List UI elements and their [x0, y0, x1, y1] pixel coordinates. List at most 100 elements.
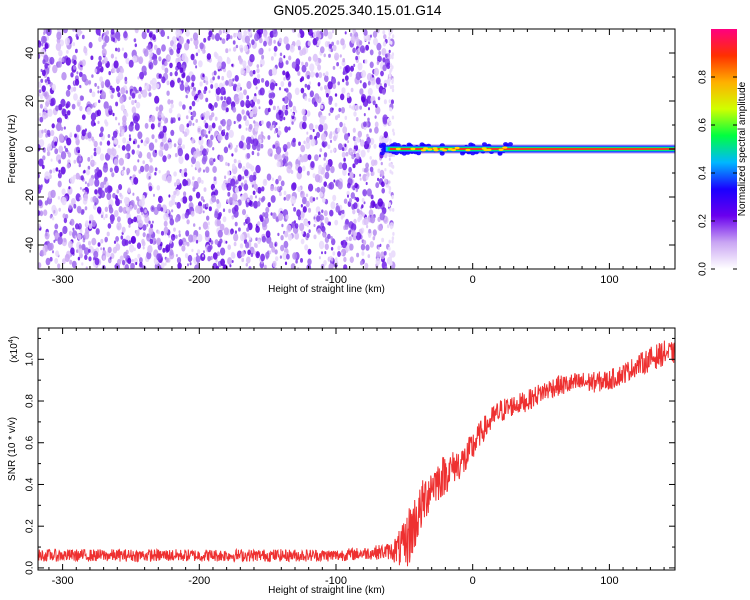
noise-blob: [269, 125, 273, 131]
noise-blob: [307, 207, 312, 213]
noise-blob: [355, 117, 359, 122]
noise-blob: [192, 122, 195, 126]
noise-blob: [166, 209, 170, 214]
noise-blob: [333, 179, 336, 183]
noise-blob: [272, 92, 276, 98]
noise-blob: [121, 259, 126, 266]
noise-blob: [300, 156, 305, 163]
noise-blob: [173, 171, 177, 177]
noise-blob: [202, 254, 204, 258]
noise-blob: [284, 231, 289, 238]
noise-blob: [306, 223, 310, 228]
noise-blob: [265, 230, 271, 238]
noise-blob: [313, 223, 316, 228]
noise-blob: [379, 169, 385, 177]
noise-blob: [260, 131, 264, 136]
noise-blob: [383, 266, 388, 269]
noise-blob: [155, 29, 159, 33]
noise-blob: [277, 232, 280, 237]
noise-blob: [366, 188, 372, 197]
noise-blob: [352, 163, 356, 169]
noise-blob: [68, 230, 73, 236]
noise-blob: [169, 48, 174, 56]
noise-blob: [151, 77, 157, 86]
noise-fringe-blob: [389, 169, 392, 174]
noise-blob: [341, 209, 345, 215]
noise-blob: [220, 247, 226, 256]
noise-blob: [139, 261, 143, 268]
noise-blob: [95, 146, 102, 155]
noise-blob: [240, 182, 244, 187]
noise-blob: [232, 40, 236, 45]
noise-blob: [137, 253, 141, 259]
noise-blob: [116, 154, 119, 159]
noise-blob: [222, 216, 227, 223]
noise-blob: [122, 166, 126, 171]
noise-blob: [339, 54, 342, 58]
noise-blob: [193, 59, 197, 66]
noise-blob: [236, 113, 242, 122]
noise-blob: [308, 183, 314, 192]
noise-blob: [226, 182, 232, 191]
noise-blob: [240, 135, 245, 141]
noise-blob: [58, 159, 61, 164]
noise-blob: [342, 78, 345, 83]
noise-blob: [383, 99, 387, 105]
noise-blob: [55, 105, 59, 112]
noise-blob: [286, 165, 292, 174]
noise-blob: [190, 37, 193, 42]
noise-blob: [279, 255, 282, 259]
noise-blob: [210, 84, 214, 89]
noise-blob: [97, 85, 100, 90]
noise-blob: [257, 78, 260, 84]
noise-blob: [347, 172, 350, 176]
noise-blob: [58, 49, 63, 57]
noise-blob: [118, 144, 121, 149]
noise-blob: [115, 236, 119, 242]
noise-blob: [69, 132, 73, 136]
noise-blob: [349, 198, 352, 203]
noise-blob: [167, 35, 170, 40]
noise-blob: [175, 254, 178, 257]
noise-blob: [299, 78, 303, 83]
noise-blob: [212, 252, 218, 260]
noise-blob: [329, 209, 334, 217]
noise-blob: [128, 123, 134, 132]
noise-blob: [324, 243, 329, 250]
noise-blob: [141, 265, 147, 269]
noise-blob: [230, 251, 236, 259]
noise-blob: [166, 80, 170, 86]
noise-blob: [65, 89, 71, 97]
noise-blob: [276, 186, 281, 192]
noise-blob: [57, 236, 63, 245]
noise-fringe-blob: [392, 207, 395, 212]
noise-blob: [379, 83, 382, 87]
noise-blob: [245, 241, 250, 249]
noise-blob: [359, 105, 362, 110]
noise-blob: [310, 138, 316, 147]
noise-blob: [75, 33, 78, 38]
noise-blob: [299, 29, 303, 34]
noise-blob: [79, 157, 82, 162]
noise-blob: [217, 75, 220, 80]
noise-blob: [359, 45, 365, 53]
noise-blob: [358, 214, 363, 221]
noise-blob: [282, 97, 285, 102]
noise-blob: [161, 64, 166, 71]
noise-blob: [365, 181, 368, 186]
noise-blob: [235, 44, 239, 49]
noise-blob: [239, 58, 244, 65]
noise-blob: [327, 144, 331, 149]
signal-hot-spot: [432, 147, 438, 150]
noise-blob: [372, 236, 376, 241]
noise-blob: [167, 55, 171, 61]
noise-blob: [369, 156, 372, 160]
noise-blob: [50, 158, 53, 162]
noise-blob: [235, 32, 238, 37]
noise-blob: [133, 38, 137, 43]
noise-blob: [97, 90, 100, 94]
noise-fringe-blob: [388, 77, 391, 82]
noise-blob: [342, 46, 345, 50]
noise-blob: [179, 67, 184, 74]
noise-blob: [241, 257, 245, 263]
